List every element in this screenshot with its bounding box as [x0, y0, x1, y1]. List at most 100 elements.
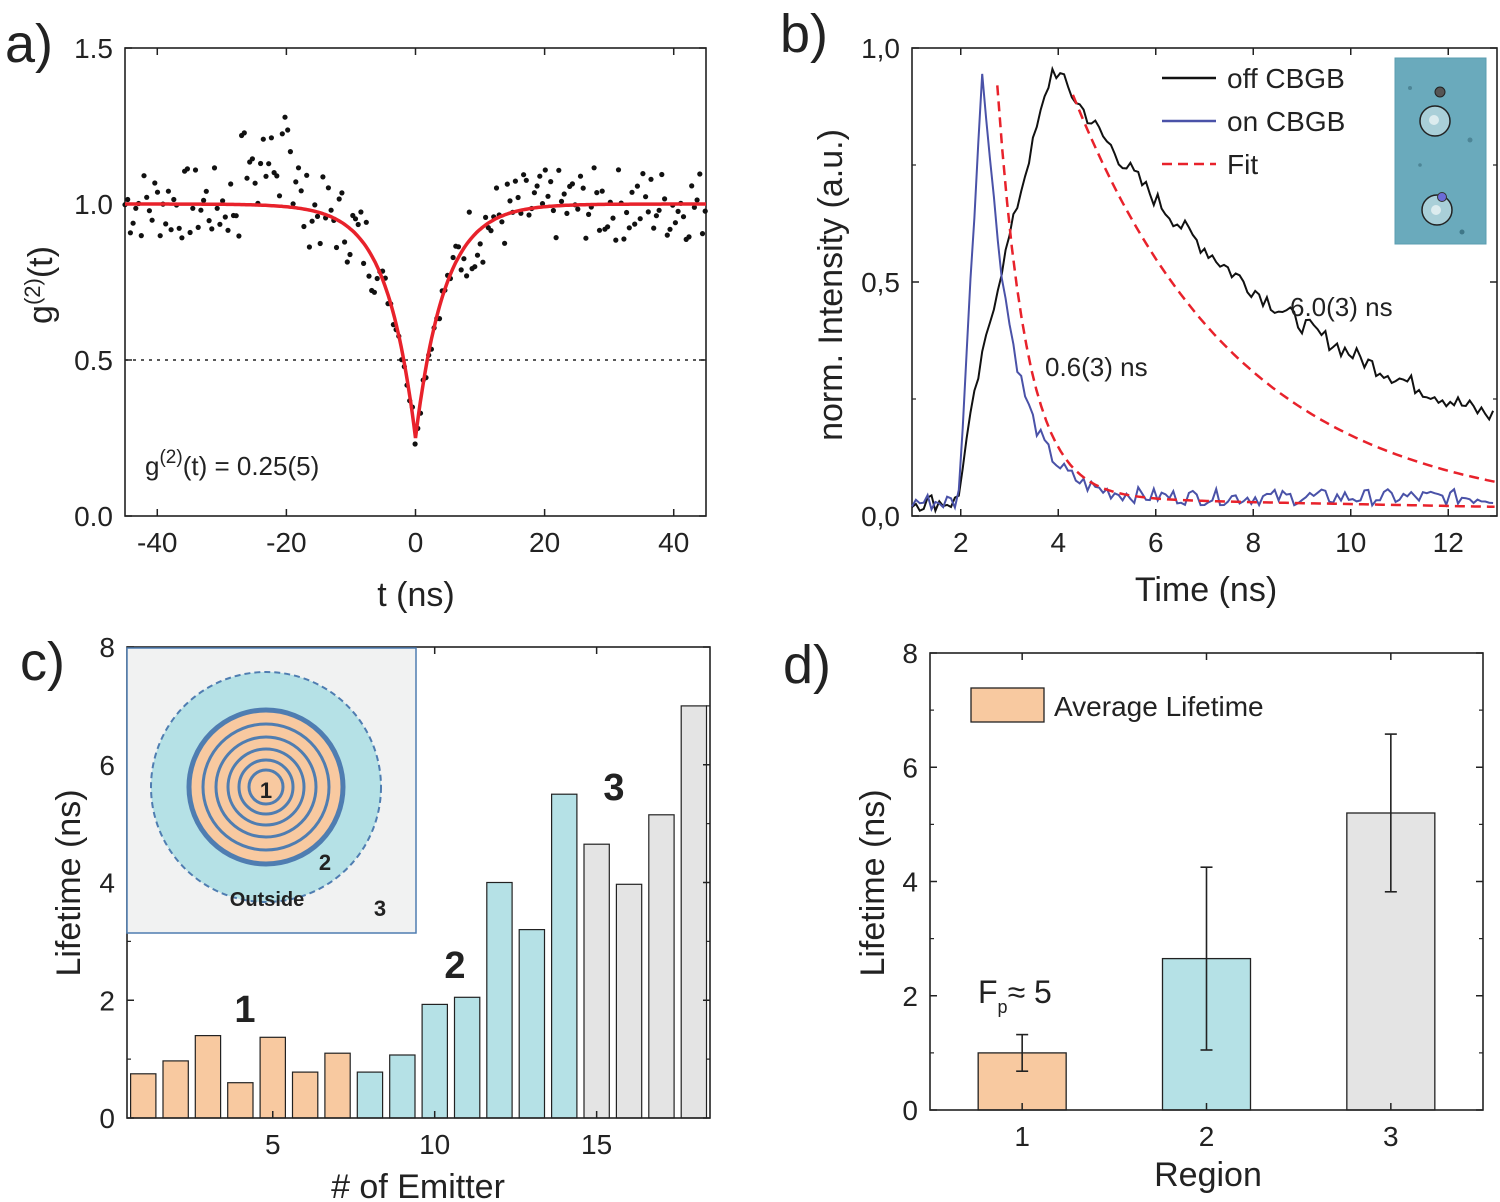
data-point — [244, 175, 250, 181]
data-point — [686, 234, 692, 240]
data-point — [149, 217, 155, 223]
data-point — [545, 193, 551, 199]
inset-outer-ring — [186, 707, 346, 867]
panel-c-region-label-2: 2 — [444, 945, 465, 987]
data-point — [675, 208, 681, 214]
bar-emitter-14 — [550, 793, 578, 1119]
data-point — [165, 188, 171, 194]
data-point — [651, 225, 657, 231]
panel-d-plot-area: 1 2 3 0 2 4 6 8 Average Lifetime — [902, 638, 1484, 1152]
data-point — [564, 210, 570, 216]
data-point — [531, 190, 538, 196]
data-point — [309, 218, 315, 224]
data-point — [594, 190, 600, 196]
y-tick-label: 6 — [99, 750, 115, 781]
data-point — [287, 149, 293, 155]
fit-curve — [125, 202, 706, 439]
data-point — [653, 213, 660, 219]
data-point — [176, 225, 182, 231]
bar-emitter-17 — [648, 814, 675, 1119]
data-point — [499, 219, 505, 225]
data-point — [561, 191, 567, 197]
data-point — [195, 224, 201, 230]
bar-emitter-12 — [486, 881, 513, 1119]
data-point — [596, 227, 603, 233]
data-point — [258, 160, 264, 167]
data-point — [374, 275, 380, 282]
data-point — [615, 167, 622, 173]
data-point — [664, 232, 670, 238]
data-point — [474, 252, 481, 258]
data-point — [662, 196, 668, 202]
data-point — [206, 218, 212, 224]
y-tick-label: 0.0 — [74, 501, 113, 532]
data-point — [583, 235, 589, 241]
panel-d-xlabel: Region — [1154, 1156, 1262, 1194]
data-point — [233, 213, 239, 219]
data-point — [276, 193, 283, 199]
data-point — [217, 221, 223, 227]
panel-c-inset-schematic: 1 2 Outside 3 — [126, 647, 417, 934]
data-point — [553, 235, 559, 241]
data-point — [480, 259, 486, 265]
data-point — [179, 235, 185, 241]
legend-label: on CBGB — [1227, 106, 1345, 137]
panel-b-label-slow: 6.0(3) ns — [1290, 292, 1393, 322]
x-tick-label: -20 — [266, 527, 306, 558]
y-tick-label: 0.5 — [74, 345, 113, 376]
data-point — [130, 220, 136, 226]
data-point — [550, 207, 557, 214]
panel-c-region-label-3: 3 — [603, 767, 624, 809]
bar-emitter-6 — [291, 1071, 319, 1119]
data-point — [458, 267, 464, 273]
data-point — [659, 171, 665, 178]
data-point — [228, 181, 234, 187]
data-point — [613, 237, 619, 243]
panel-c-ylabel: Lifetime (ns) — [50, 789, 88, 976]
y-tick-label: 8 — [902, 638, 918, 669]
data-point — [548, 179, 554, 185]
y-tick-label: 0 — [99, 1103, 115, 1134]
data-point — [347, 251, 353, 258]
inset-ring-label: 2 — [319, 850, 331, 875]
panel-a-xlabel: t (ns) — [377, 576, 454, 614]
data-point — [483, 214, 489, 220]
data-point — [648, 176, 654, 182]
data-point — [168, 227, 174, 233]
data-point — [157, 233, 163, 239]
data-point — [472, 264, 478, 270]
x-tick-label: 8 — [1245, 527, 1261, 558]
data-point — [279, 131, 285, 137]
panel-b-plot-area: 2 4 6 8 10 12 0,0 0,5 1,0 off CBGB on CBGB Fit — [861, 33, 1498, 558]
data-point — [542, 167, 548, 173]
y-tick-label: 1,0 — [861, 33, 900, 64]
data-point — [306, 244, 312, 250]
y-tick-label: 0,5 — [861, 267, 900, 298]
panel-d: d) 1 2 3 0 2 4 6 8 Average Lifetime Region Lifet… — [783, 635, 1484, 1194]
data-point — [699, 231, 706, 237]
panel-b-label-fast: 0.6(3) ns — [1045, 352, 1148, 382]
data-point — [133, 205, 139, 211]
data-point — [643, 194, 649, 200]
data-point — [586, 211, 592, 217]
y-tick-label: 0 — [902, 1095, 918, 1126]
data-point — [626, 225, 632, 231]
data-point — [252, 180, 258, 186]
inset-outside-word: Outside — [230, 889, 304, 911]
panel-c-xlabel: # of Emitter — [331, 1168, 505, 1202]
data-point — [371, 289, 377, 295]
data-point — [141, 173, 147, 179]
bar-emitter-9 — [389, 1054, 416, 1119]
fit-off-cbgb — [1071, 94, 1498, 484]
data-point — [138, 233, 144, 239]
data-point — [645, 209, 651, 215]
data-point — [125, 196, 131, 203]
data-point — [580, 185, 586, 191]
data-point — [260, 136, 266, 142]
x-tick-label: -40 — [137, 527, 177, 558]
data-point — [667, 226, 673, 232]
data-point — [577, 173, 584, 179]
data-point — [558, 198, 565, 204]
x-tick-label: 10 — [1335, 527, 1366, 558]
